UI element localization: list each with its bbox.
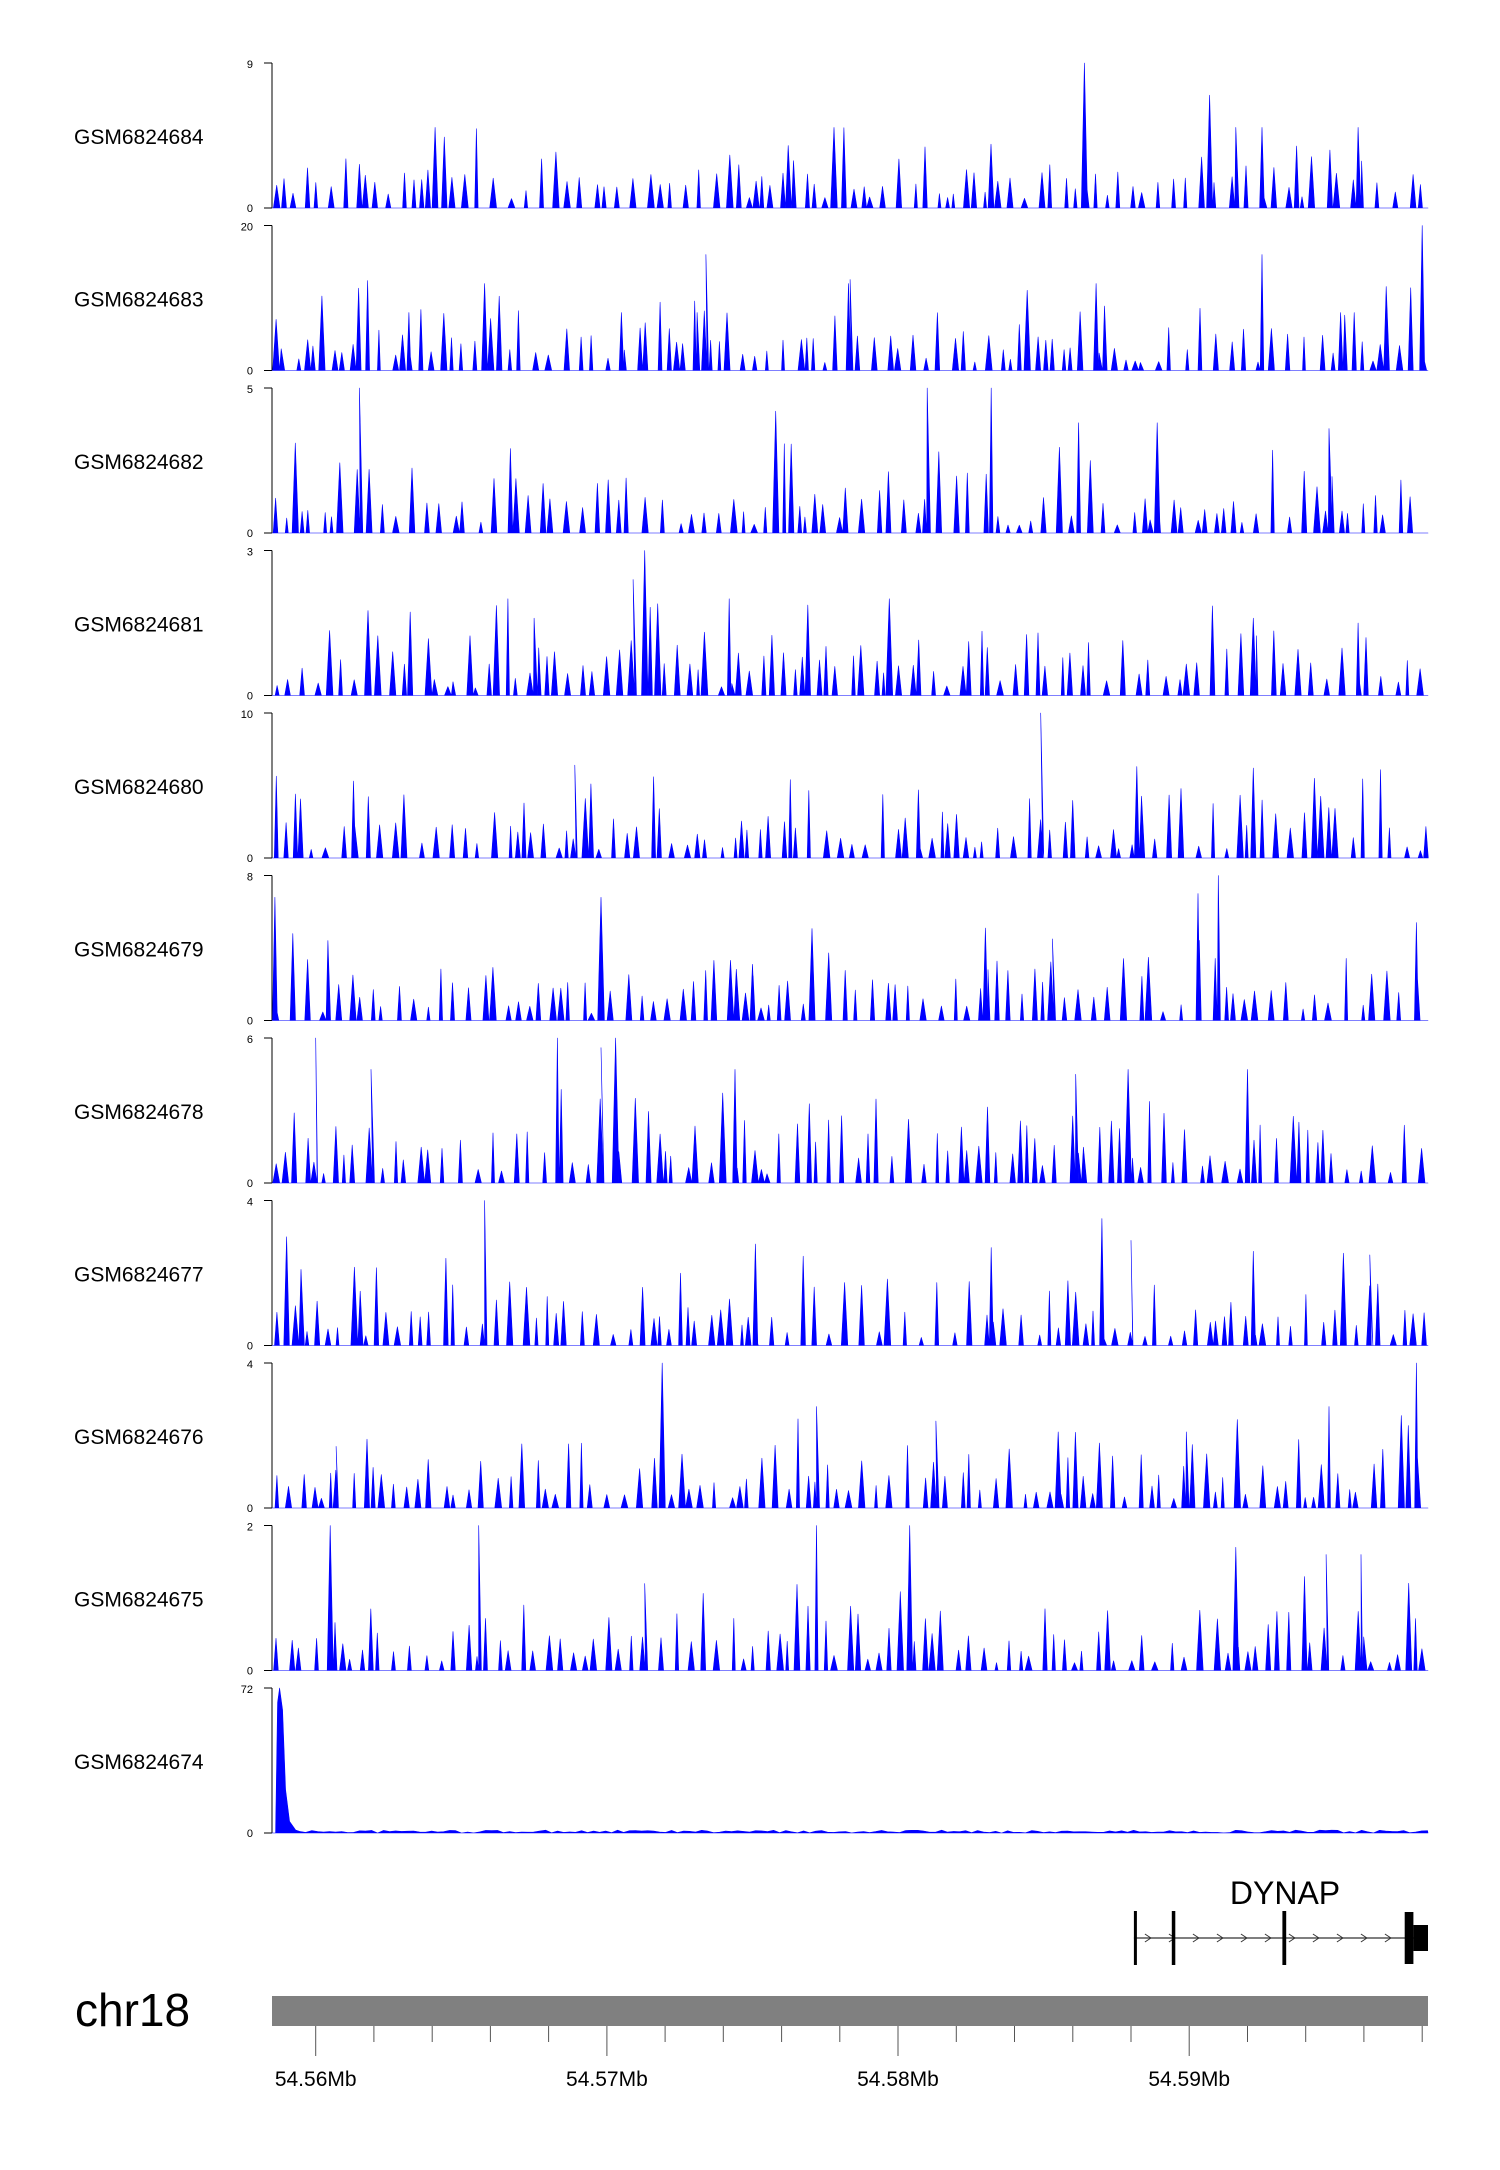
track-GSM6824675: GSM6824675 2 0 (74, 1522, 1429, 1678)
y-min-label: 0 (247, 1016, 253, 1028)
track-label: GSM6824677 (74, 1264, 204, 1287)
strand-arrow (1312, 1933, 1320, 1943)
coverage-area (271, 62, 1429, 209)
y-max-label: 6 (247, 1034, 253, 1046)
chromosome-bar (272, 1996, 1428, 2026)
y-min-label: 0 (247, 203, 253, 215)
y-max-label: 9 (247, 59, 253, 71)
track-GSM6824674: GSM6824674 72 0 (74, 1684, 1429, 1840)
strand-arrow (1384, 1933, 1392, 1943)
y-max-label: 5 (247, 384, 253, 396)
track-label: GSM6824680 (74, 776, 204, 799)
y-max-label: 4 (247, 1197, 253, 1209)
track-label: GSM6824674 (74, 1751, 204, 1774)
coverage-area (271, 1687, 1429, 1834)
coverage-area (271, 1525, 1429, 1671)
track-label: GSM6824679 (74, 939, 204, 962)
track-label: GSM6824676 (74, 1426, 204, 1449)
coverage-area (271, 1037, 1429, 1184)
track-label: GSM6824682 (74, 451, 204, 474)
coverage-tracks: GSM682468490GSM6824683200GSM682468250GSM… (74, 59, 1429, 1840)
y-min-label: 0 (247, 1178, 253, 1190)
y-max-label: 72 (241, 1684, 253, 1696)
exon (1413, 1925, 1428, 1951)
axis-tick-label: 54.59Mb (1148, 2068, 1230, 2091)
y-min-label: 0 (247, 691, 253, 703)
y-min-label: 0 (247, 528, 253, 540)
track-GSM6824680: GSM6824680 10 0 (74, 709, 1429, 865)
exon (1282, 1911, 1287, 1965)
chromosome-ideogram: chr18 54.56Mb 54.57Mb 54.58Mb 54.59Mb (75, 1984, 1428, 2091)
strand-arrow (1144, 1933, 1152, 1943)
track-GSM6824678: GSM6824678 6 0 (74, 1034, 1429, 1190)
coverage-area (271, 1200, 1429, 1346)
strand-arrow (1216, 1933, 1224, 1943)
gene-track: DYNAP (1133, 1875, 1428, 1965)
track-label: GSM6824678 (74, 1101, 204, 1124)
y-min-label: 0 (247, 1503, 253, 1515)
y-max-label: 4 (247, 1359, 253, 1371)
exon (1404, 1912, 1414, 1964)
strand-arrow (1288, 1933, 1296, 1943)
gene-model (1133, 1911, 1428, 1965)
y-min-label: 0 (247, 1828, 253, 1840)
strand-arrow (1336, 1933, 1344, 1943)
track-GSM6824677: GSM6824677 4 0 (74, 1197, 1429, 1353)
exon (1133, 1911, 1137, 1965)
y-max-label: 8 (247, 872, 253, 884)
y-max-label: 3 (247, 547, 253, 559)
track-GSM6824684: GSM6824684 9 0 (74, 59, 1429, 215)
exon (1171, 1911, 1176, 1965)
genomic-axis: 54.56Mb 54.57Mb 54.58Mb 54.59Mb (275, 2026, 1423, 2091)
coverage-area (271, 1362, 1429, 1509)
track-label: GSM6824683 (74, 289, 204, 312)
chromosome-label: chr18 (75, 1984, 190, 2036)
track-GSM6824679: GSM6824679 8 0 (74, 872, 1429, 1028)
coverage-area (271, 225, 1429, 371)
axis-tick-label: 54.58Mb (857, 2068, 939, 2091)
track-label: GSM6824681 (74, 614, 204, 637)
axis-tick-label: 54.57Mb (566, 2068, 648, 2091)
strand-arrow (1264, 1933, 1272, 1943)
strand-arrow (1240, 1933, 1248, 1943)
coverage-area (271, 550, 1429, 696)
axis-tick-label: 54.56Mb (275, 2068, 357, 2091)
strand-arrow (1192, 1933, 1200, 1943)
track-label: GSM6824675 (74, 1589, 204, 1612)
coverage-area (271, 712, 1429, 859)
track-label: GSM6824684 (74, 126, 204, 149)
coverage-area (271, 387, 1429, 534)
y-min-label: 0 (247, 1666, 253, 1678)
track-GSM6824682: GSM6824682 5 0 (74, 384, 1429, 540)
y-max-label: 2 (247, 1522, 253, 1534)
y-min-label: 0 (247, 1341, 253, 1353)
y-min-label: 0 (247, 853, 253, 865)
strand-arrow (1360, 1933, 1368, 1943)
y-max-label: 20 (241, 222, 253, 234)
y-min-label: 0 (247, 366, 253, 378)
coverage-area (271, 875, 1429, 1021)
gene-label: DYNAP (1230, 1875, 1340, 1911)
track-GSM6824681: GSM6824681 3 0 (74, 547, 1429, 703)
y-max-label: 10 (241, 709, 253, 721)
track-GSM6824683: GSM6824683 20 0 (74, 222, 1429, 378)
track-GSM6824676: GSM6824676 4 0 (74, 1359, 1429, 1515)
